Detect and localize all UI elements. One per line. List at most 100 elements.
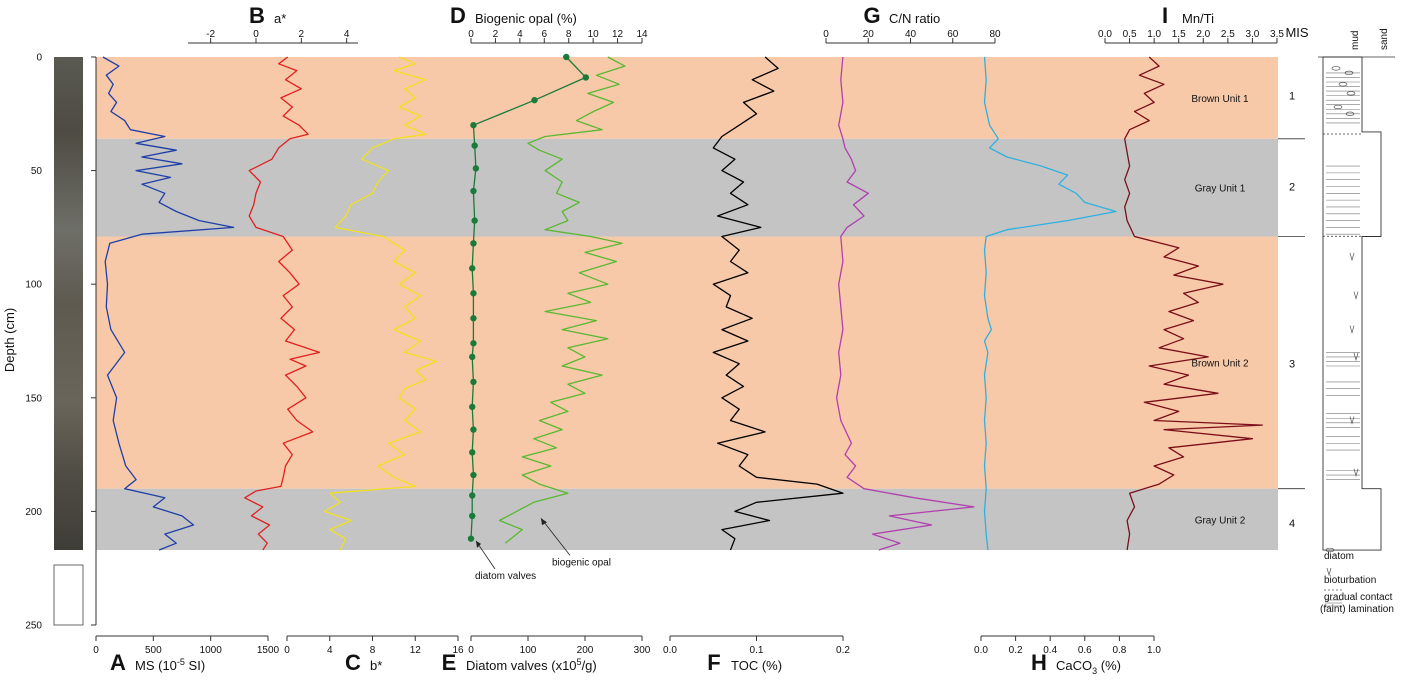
unit-label-2: Brown Unit 2 bbox=[1191, 359, 1249, 370]
panel-G-tick-label: 60 bbox=[947, 29, 959, 40]
bioturbation-symbol bbox=[1349, 252, 1355, 262]
panel-H-label-main: CaCO bbox=[1056, 658, 1092, 673]
panel-F-letter: F bbox=[707, 650, 720, 675]
panel-A-label-sup: -5 bbox=[177, 657, 185, 667]
panel-I-tick-label: 1.0 bbox=[1147, 29, 1161, 40]
panel-I-tick-label: 1.5 bbox=[1172, 29, 1186, 40]
panel-I-tick-label: 2.5 bbox=[1221, 29, 1235, 40]
panel-D-letter: D bbox=[450, 3, 466, 28]
litho-legend-1: bioturbation bbox=[1324, 575, 1376, 586]
panel-D-point bbox=[469, 353, 476, 361]
panel-H: 0.0 0.2 0.4 0.6 0.8 1.0 H CaCO3 (%) bbox=[974, 56, 1161, 676]
depth-tick-label: 250 bbox=[25, 621, 42, 632]
panel-F-label-main: TOC (%) bbox=[731, 658, 782, 673]
panel-D-point bbox=[469, 492, 476, 499]
panel-E-label: Diatom valves (x105/g) bbox=[466, 657, 597, 673]
litho-legend-2: gradual contact bbox=[1324, 592, 1393, 603]
panel-A-label-suffix: SI) bbox=[185, 658, 205, 673]
panel-I-tick-label: 2.0 bbox=[1196, 29, 1210, 40]
bioturbation-symbol bbox=[1353, 468, 1359, 478]
panel-I-tick-label: 0.0 bbox=[1098, 29, 1112, 40]
panel-H-label-suffix: (%) bbox=[1097, 658, 1121, 673]
panel-D-tick-label: 2 bbox=[493, 29, 499, 40]
panel-F-series-line bbox=[712, 56, 844, 551]
annotation-diatom-arrowhead bbox=[476, 540, 481, 548]
panel-I-series-line bbox=[1124, 56, 1263, 551]
unit-label-0: Brown Unit 1 bbox=[1191, 94, 1249, 105]
panel-C-label-main: b* bbox=[370, 658, 382, 673]
unit-label-3: Gray Unit 2 bbox=[1195, 515, 1246, 526]
panel-D-tick-label: 6 bbox=[542, 29, 548, 40]
panel-D-point bbox=[470, 378, 477, 386]
panel-G-tick-label: 20 bbox=[863, 29, 875, 40]
panel-G-tick-label: 0 bbox=[823, 29, 829, 40]
panel-A-series-line bbox=[102, 56, 235, 551]
diatom-symbol bbox=[1345, 111, 1355, 116]
panel-D-point bbox=[470, 426, 477, 433]
panel-G-label: C/N ratio bbox=[889, 11, 940, 26]
panel-B-tick-label: -2 bbox=[206, 29, 215, 40]
panel-D-tick-label: 0 bbox=[468, 29, 474, 40]
panel-E: 0 100 200 300 E Diatom valves (x105/g) bbox=[442, 56, 651, 675]
litho-header-sand: sand bbox=[1379, 28, 1390, 50]
panel-H-tick-label: 0.6 bbox=[1078, 645, 1092, 656]
panel-I-tick-label: 3.5 bbox=[1270, 29, 1284, 40]
panel-B-tick-label: 4 bbox=[344, 29, 350, 40]
panel-H-series-line bbox=[983, 56, 1117, 551]
depth-tick-label: 150 bbox=[25, 393, 42, 404]
panel-D-point bbox=[531, 96, 538, 104]
panel-D-point bbox=[470, 471, 477, 479]
litho-header-mud: mud bbox=[1350, 31, 1361, 50]
panel-D-point bbox=[467, 535, 475, 542]
panel-D-point bbox=[470, 315, 477, 322]
panel-H-tick-label: 0.0 bbox=[974, 645, 988, 656]
panel-H-tick-label: 0.8 bbox=[1112, 645, 1126, 656]
panel-A-tick-label: 1000 bbox=[200, 645, 223, 656]
panel-F-tick-label: 0.2 bbox=[836, 645, 850, 656]
depth-tick-label: 0 bbox=[36, 53, 42, 64]
bioturbation-symbol bbox=[1353, 291, 1359, 300]
panel-A-label: MS (10-5 SI) bbox=[135, 657, 205, 673]
panel-B-tick-label: 2 bbox=[299, 29, 305, 40]
panel-G: 0 20 40 60 80 G C/N ratio bbox=[823, 3, 1001, 551]
diatom-icon bbox=[1325, 547, 1335, 553]
panel-B-series-line bbox=[244, 56, 321, 551]
unit-labels: Brown Unit 1 Gray Unit 1 Brown Unit 2 Gray … bbox=[1191, 94, 1249, 526]
unit-band-0 bbox=[96, 57, 1278, 139]
panel-C-letter: C bbox=[345, 650, 361, 675]
annotation-opal-arrowhead bbox=[541, 518, 547, 526]
panel-E-tick-label: 0 bbox=[468, 645, 474, 656]
annotation-diatom-valves: diatom valves bbox=[475, 571, 536, 582]
panel-I-label-main: Mn/Ti bbox=[1182, 11, 1214, 26]
panel-G-series-line bbox=[835, 56, 975, 551]
bioturbation-symbol bbox=[1353, 352, 1359, 362]
panel-G-label-main: C/N ratio bbox=[889, 11, 940, 26]
panel-E-label-sup: 5 bbox=[577, 657, 582, 667]
diatom-symbol bbox=[1346, 91, 1356, 96]
mis-column: MIS 1 2 3 4 bbox=[1278, 25, 1309, 530]
panel-D-point bbox=[470, 187, 477, 195]
depth-tick-label: 100 bbox=[25, 280, 42, 291]
panel-C-tick-label: 12 bbox=[410, 645, 422, 656]
panel-E-series-line bbox=[498, 56, 626, 544]
panel-H-tick-label: 0.2 bbox=[1009, 645, 1023, 656]
panel-E-label-suffix: /g) bbox=[582, 658, 597, 673]
panel-A-tick-label: 1500 bbox=[257, 645, 280, 656]
panel-F: 0.0 0.1 0.2 F TOC (%) bbox=[663, 56, 850, 675]
panel-D-tick-label: 4 bbox=[517, 29, 523, 40]
panel-I: 0.0 0.5 1.0 1.5 2.0 2.5 3.0 3.5 I Mn/Ti bbox=[1098, 3, 1284, 551]
mis-label-3: 3 bbox=[1289, 359, 1295, 371]
lamination-icon bbox=[1325, 599, 1342, 607]
panel-D-point bbox=[563, 53, 570, 61]
core-photo bbox=[53, 57, 84, 626]
panel-D-point bbox=[470, 340, 477, 347]
panel-C-label: b* bbox=[370, 658, 382, 673]
panel-A-tick-label: 500 bbox=[145, 645, 162, 656]
panel-I-label: Mn/Ti bbox=[1182, 11, 1214, 26]
panel-G-tick-label: 40 bbox=[905, 29, 917, 40]
panel-B-letter: B bbox=[249, 3, 265, 28]
panel-H-letter: H bbox=[1031, 650, 1047, 675]
panel-D-point bbox=[469, 512, 476, 520]
panel-I-letter: I bbox=[1162, 3, 1168, 28]
panel-F-tick-label: 0.1 bbox=[750, 645, 764, 656]
